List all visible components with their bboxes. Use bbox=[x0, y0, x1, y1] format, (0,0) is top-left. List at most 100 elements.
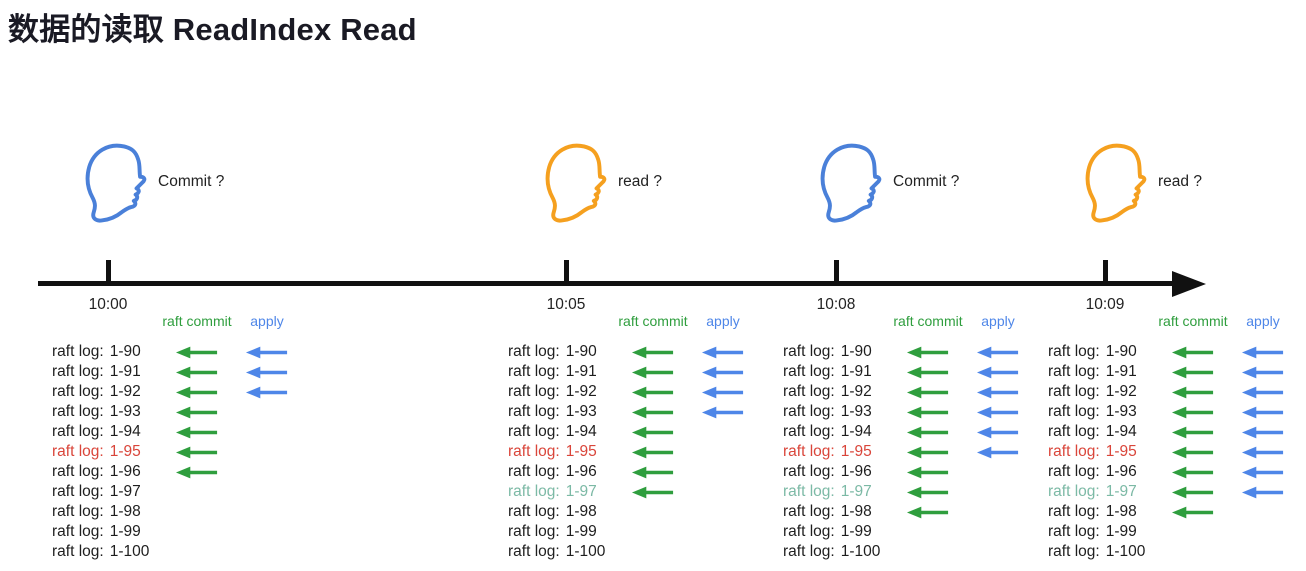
log-row: raft log: 1-90 bbox=[1048, 342, 1300, 362]
left-arrow-icon bbox=[1171, 486, 1214, 498]
left-arrow-icon bbox=[1171, 366, 1214, 378]
log-entry-prefix: raft log: bbox=[1048, 443, 1100, 460]
log-entry-text: raft log: 1-99 bbox=[508, 523, 618, 541]
apply-arrow-slot bbox=[232, 346, 302, 359]
log-row: raft log: 1-100 bbox=[783, 542, 1035, 562]
log-row: raft log: 1-98 bbox=[783, 502, 1035, 522]
left-arrow-icon bbox=[1241, 466, 1284, 478]
actor-question-label: read ? bbox=[1158, 173, 1202, 190]
log-entry-index: 1-99 bbox=[109, 523, 141, 540]
log-row: raft log: 1-94 bbox=[783, 422, 1035, 442]
left-arrow-icon bbox=[976, 406, 1019, 418]
log-entry-text: raft log: 1-100 bbox=[508, 543, 618, 561]
log-entry-text: raft log: 1-94 bbox=[1048, 423, 1158, 441]
log-row: raft log: 1-97 bbox=[1048, 482, 1300, 502]
apply-arrow-slot bbox=[963, 366, 1033, 379]
log-row: raft log: 1-93 bbox=[1048, 402, 1300, 422]
commit-arrow-slot bbox=[893, 366, 963, 379]
left-arrow-icon bbox=[631, 446, 674, 458]
log-row: raft log: 1-96 bbox=[783, 462, 1035, 482]
page-title: 数据的读取 ReadIndex Read bbox=[8, 12, 417, 47]
log-entry-index: 1-94 bbox=[840, 423, 872, 440]
left-arrow-icon bbox=[1241, 366, 1284, 378]
log-entry-text: raft log: 1-91 bbox=[783, 363, 893, 381]
head-profile-icon bbox=[1085, 143, 1147, 223]
log-entry-text: raft log: 1-95 bbox=[1048, 443, 1158, 461]
log-entry-text: raft log: 1-92 bbox=[508, 383, 618, 401]
log-entry-prefix: raft log: bbox=[508, 423, 560, 440]
log-entry-index: 1-96 bbox=[109, 463, 141, 480]
log-entry-text: raft log: 1-98 bbox=[508, 503, 618, 521]
left-arrow-icon bbox=[1171, 426, 1214, 438]
left-arrow-icon bbox=[701, 386, 744, 398]
left-arrow-icon bbox=[906, 506, 949, 518]
log-entry-prefix: raft log: bbox=[508, 463, 560, 480]
left-arrow-icon bbox=[631, 486, 674, 498]
log-row: raft log: 1-98 bbox=[508, 502, 760, 522]
log-entry-index: 1-94 bbox=[109, 423, 141, 440]
log-entry-index: 1-91 bbox=[565, 363, 597, 380]
left-arrow-icon bbox=[175, 466, 218, 478]
left-arrow-icon bbox=[631, 466, 674, 478]
apply-arrow-slot bbox=[688, 346, 758, 359]
log-row: raft log: 1-97 bbox=[783, 482, 1035, 502]
log-entry-text: raft log: 1-100 bbox=[1048, 543, 1158, 561]
commit-arrow-slot bbox=[1158, 446, 1228, 459]
commit-arrow-slot bbox=[893, 346, 963, 359]
log-entry-index: 1-95 bbox=[840, 443, 872, 460]
log-row: raft log: 1-91 bbox=[1048, 362, 1300, 382]
timeline-tick bbox=[1102, 260, 1108, 284]
log-entry-index: 1-90 bbox=[1105, 343, 1137, 360]
left-arrow-icon bbox=[976, 386, 1019, 398]
raft-commit-header: raft commit bbox=[893, 313, 963, 329]
commit-arrow-slot bbox=[162, 386, 232, 399]
log-entry-index: 1-99 bbox=[840, 523, 872, 540]
left-arrow-icon bbox=[631, 366, 674, 378]
commit-arrow-slot bbox=[893, 406, 963, 419]
raft-commit-header: raft commit bbox=[1158, 313, 1228, 329]
log-entry-prefix: raft log: bbox=[783, 383, 835, 400]
apply-arrow-slot bbox=[1228, 346, 1298, 359]
timeline-tick bbox=[563, 260, 569, 284]
left-arrow-icon bbox=[906, 466, 949, 478]
apply-arrow-slot bbox=[963, 386, 1033, 399]
log-entry-prefix: raft log: bbox=[52, 403, 104, 420]
apply-arrow-slot bbox=[1228, 446, 1298, 459]
log-entry-text: raft log: 1-92 bbox=[52, 383, 162, 401]
log-entry-prefix: raft log: bbox=[508, 403, 560, 420]
timeline-time-label: 10:05 bbox=[546, 296, 586, 313]
log-entry-prefix: raft log: bbox=[508, 343, 560, 360]
log-entry-text: raft log: 1-92 bbox=[1048, 383, 1158, 401]
log-row: raft log: 1-93 bbox=[783, 402, 1035, 422]
log-entry-text: raft log: 1-97 bbox=[783, 483, 893, 501]
log-entry-index: 1-100 bbox=[565, 543, 606, 560]
log-row: raft log: 1-90 bbox=[52, 342, 304, 362]
apply-arrow-slot bbox=[963, 346, 1033, 359]
log-row: raft log: 1-96 bbox=[52, 462, 304, 482]
commit-arrow-slot bbox=[1158, 406, 1228, 419]
log-entry-text: raft log: 1-92 bbox=[783, 383, 893, 401]
log-entry-index: 1-99 bbox=[565, 523, 597, 540]
log-entry-text: raft log: 1-93 bbox=[1048, 403, 1158, 421]
log-entry-text: raft log: 1-97 bbox=[52, 483, 162, 501]
left-arrow-icon bbox=[175, 366, 218, 378]
log-entry-prefix: raft log: bbox=[508, 363, 560, 380]
log-entry-index: 1-100 bbox=[109, 543, 150, 560]
log-entry-index: 1-93 bbox=[565, 403, 597, 420]
commit-arrow-slot bbox=[618, 426, 688, 439]
log-entry-prefix: raft log: bbox=[1048, 363, 1100, 380]
head-profile-icon bbox=[820, 143, 882, 223]
log-row: raft log: 1-94 bbox=[508, 422, 760, 442]
timeline-arrowhead-icon bbox=[1172, 271, 1206, 297]
log-entry-text: raft log: 1-94 bbox=[783, 423, 893, 441]
log-entry-index: 1-95 bbox=[1105, 443, 1137, 460]
left-arrow-icon bbox=[1241, 406, 1284, 418]
log-entry-prefix: raft log: bbox=[783, 543, 835, 560]
left-arrow-icon bbox=[906, 406, 949, 418]
log-row: raft log: 1-93 bbox=[52, 402, 304, 422]
log-entry-text: raft log: 1-90 bbox=[52, 343, 162, 361]
log-entry-prefix: raft log: bbox=[508, 523, 560, 540]
log-entry-text: raft log: 1-93 bbox=[508, 403, 618, 421]
log-row: raft log: 1-99 bbox=[1048, 522, 1300, 542]
